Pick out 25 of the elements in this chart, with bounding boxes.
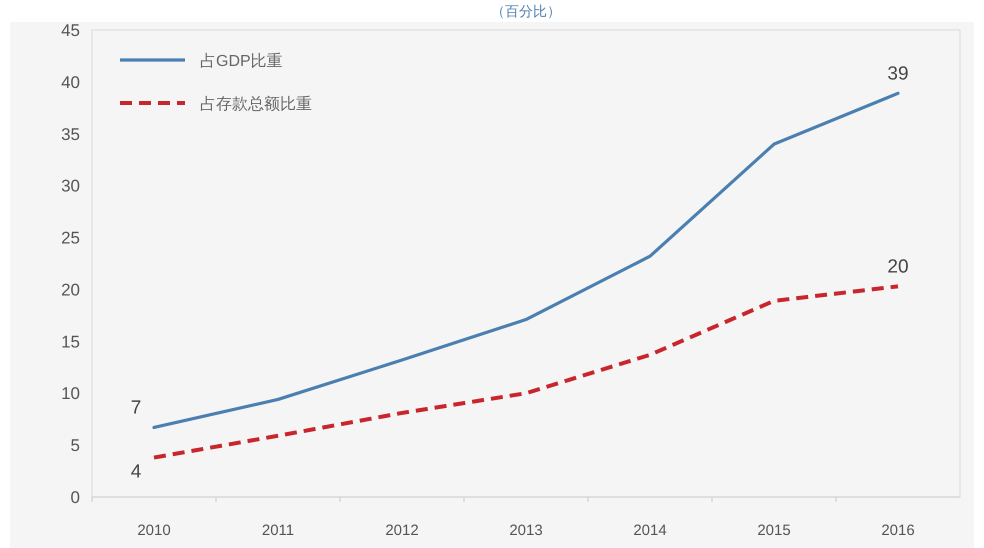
legend-label: 占GDP比重 [200, 52, 283, 70]
x-tick-label: 2014 [633, 522, 667, 539]
x-tick-label: 2016 [881, 522, 915, 539]
x-tick-label: 2012 [385, 522, 419, 539]
y-tick-label: 30 [61, 176, 80, 196]
y-tick-label: 35 [61, 124, 80, 144]
data-label: 7 [130, 397, 142, 418]
y-tick-label: 10 [61, 384, 80, 404]
chart-title: （百分比） [491, 3, 561, 19]
x-tick-label: 2010 [137, 522, 171, 539]
y-tick-label: 40 [61, 72, 80, 92]
y-tick-label: 20 [61, 280, 80, 300]
x-tick-label: 2015 [757, 522, 791, 539]
x-tick-label: 2013 [509, 522, 543, 539]
x-tick-label: 2011 [262, 522, 294, 539]
data-label: 39 [887, 63, 909, 84]
line-series [152, 284, 900, 460]
legend-label: 占存款总额比重 [200, 95, 312, 113]
y-tick-label: 25 [61, 228, 80, 248]
y-tick-label: 5 [70, 436, 80, 456]
y-tick-label: 45 [61, 21, 80, 40]
data-label: 20 [887, 256, 909, 278]
y-tick-label: 15 [61, 332, 80, 352]
y-tick-label: 0 [70, 488, 80, 507]
data-label: 4 [130, 462, 142, 483]
